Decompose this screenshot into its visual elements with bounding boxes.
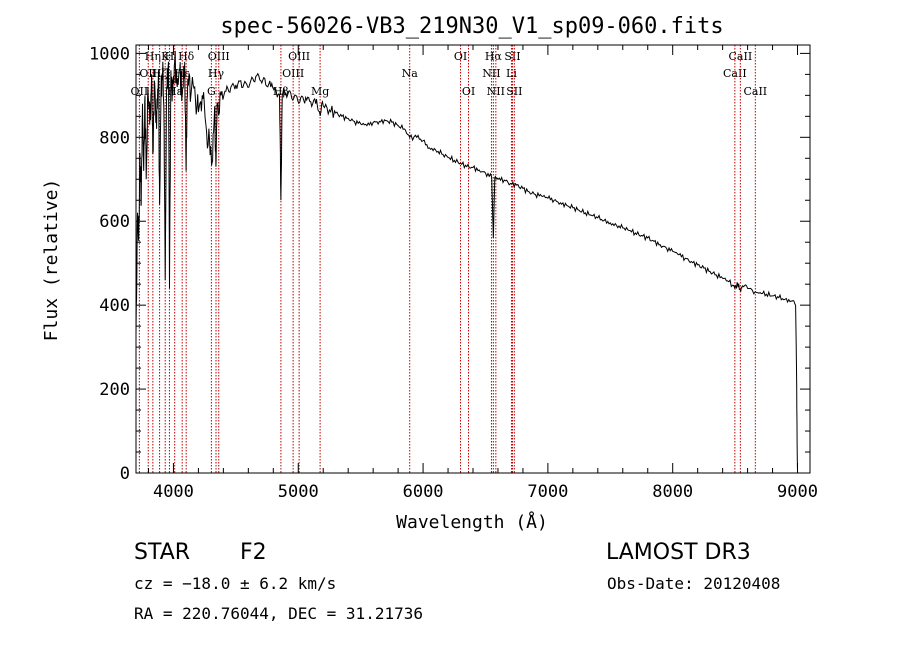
line-marker-label: Mg xyxy=(311,85,329,98)
x-tick-label: 9000 xyxy=(777,482,818,502)
line-marker-label: Hγ xyxy=(208,67,225,80)
line-marker-label: CaII xyxy=(729,50,753,63)
line-marker-label: CaII xyxy=(723,67,747,80)
redshift-velocity: cz = −18.0 ± 6.2 km/s xyxy=(134,574,337,593)
y-tick-label: 600 xyxy=(99,212,130,232)
line-marker-label: OIII xyxy=(288,50,310,63)
line-marker-label: SII xyxy=(506,85,522,98)
y-tick-label: 1000 xyxy=(89,44,130,64)
spectrum-series xyxy=(135,50,798,471)
x-tick-label: 4000 xyxy=(153,482,194,502)
line-marker-label: OIII xyxy=(282,67,304,80)
y-tick-label: 200 xyxy=(99,380,130,400)
line-marker-label: OIII xyxy=(208,50,230,63)
observation-date: Obs-Date: 20120408 xyxy=(607,574,781,593)
x-axis-label: Wavelength (Å) xyxy=(396,511,548,533)
y-tick-label: 400 xyxy=(99,296,130,316)
line-marker-label: Hδ xyxy=(178,50,195,63)
chart-title: spec-56026-VB3_219N30_V1_sp09-060.fits xyxy=(220,14,723,39)
line-marker-label: Hα xyxy=(485,50,503,63)
line-markers: OIIOIIHηHζKHHεHεHδGHγOIIIHβOIIIOIIIMgNaO… xyxy=(131,45,767,473)
sky-coordinates: RA = 220.76044, DEC = 31.21736 xyxy=(134,604,423,623)
x-tick-label: 5000 xyxy=(278,482,319,502)
line-marker-label: Hη xyxy=(145,50,161,63)
line-marker-label: K xyxy=(161,50,170,63)
line-marker-label: G xyxy=(207,85,216,98)
survey-name: LAMOST DR3 xyxy=(606,540,751,565)
line-marker-label: CaII xyxy=(743,85,767,98)
line-marker-label: H xyxy=(165,50,175,63)
line-marker-label: NII xyxy=(487,85,505,98)
x-tick-label: 7000 xyxy=(527,482,568,502)
object-subclass: F2 xyxy=(240,540,267,565)
axes: 4000 5000 6000 7000 8000 9000 0 200 400 600 800 100… xyxy=(89,44,818,502)
line-marker-label: SII xyxy=(504,50,520,63)
y-axis-label: Flux (relative) xyxy=(41,179,62,342)
spectrum-line xyxy=(135,50,798,471)
line-marker-label: OII xyxy=(131,85,149,98)
y-tick-label: 0 xyxy=(120,464,130,484)
line-marker-label: OI xyxy=(454,50,467,63)
x-tick-label: 8000 xyxy=(652,482,693,502)
line-marker-label: Li xyxy=(506,67,517,80)
x-tick-label: 6000 xyxy=(403,482,444,502)
line-marker-label: NII xyxy=(482,67,500,80)
line-marker-label: OI xyxy=(462,85,475,98)
line-marker-label: Na xyxy=(402,67,419,80)
plot-frame xyxy=(135,44,811,474)
y-tick-label: 800 xyxy=(99,128,130,148)
object-class: STAR xyxy=(134,540,191,565)
